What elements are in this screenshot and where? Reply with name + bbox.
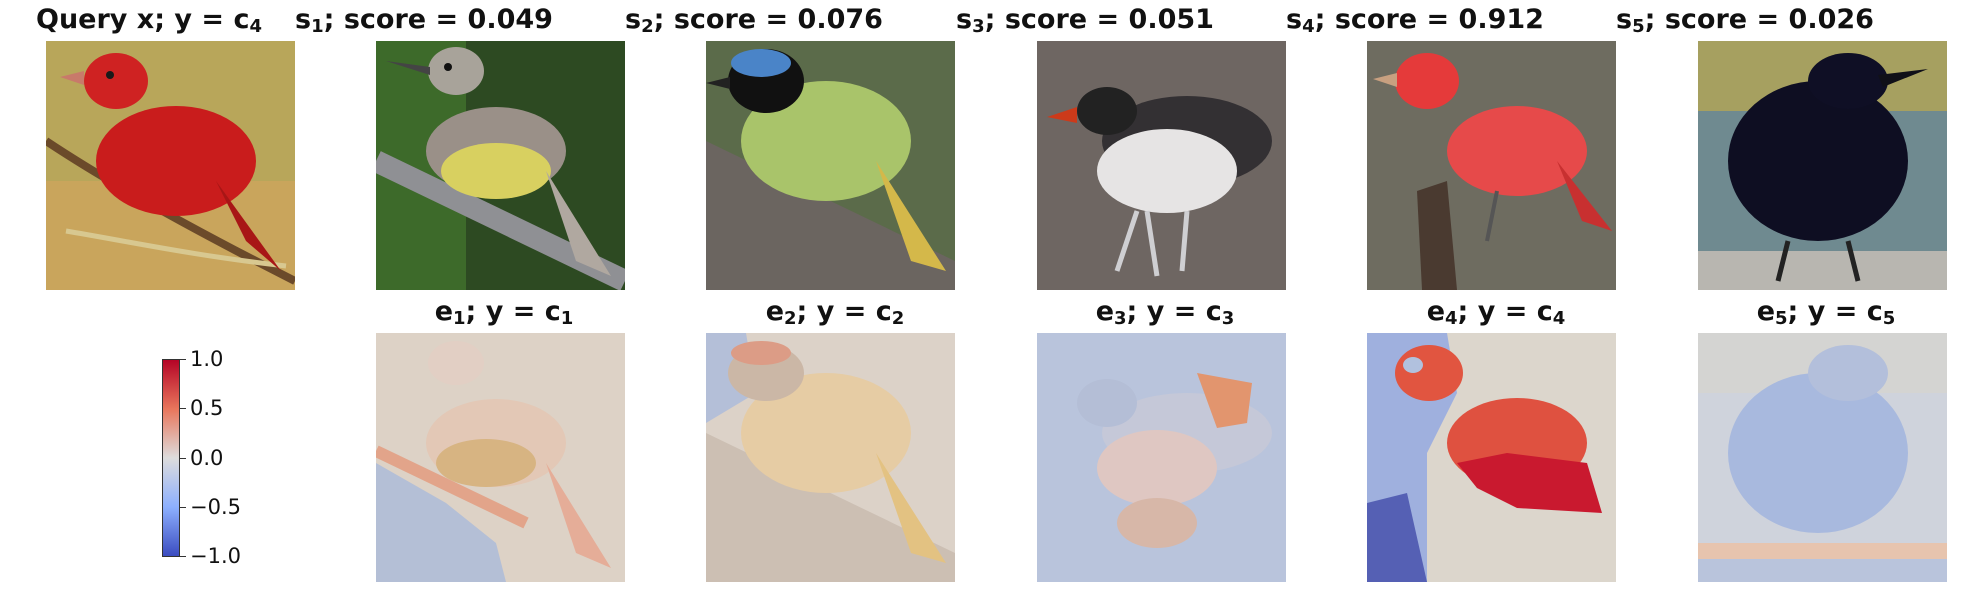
explanation-title-5: e5; y = c5 bbox=[1756, 296, 1896, 329]
colorbar-tick-label: 0.5 bbox=[190, 396, 224, 420]
sample-title-3: s3; score = 0.051 bbox=[956, 4, 1214, 37]
colorbar-tick-label: −1.0 bbox=[190, 544, 241, 568]
query-image bbox=[46, 41, 295, 290]
query-title: Query x; y = c4 bbox=[36, 4, 262, 37]
explanation-heatmap-2 bbox=[706, 333, 955, 582]
colorbar-tick-mark bbox=[180, 458, 186, 459]
colorbar-tick-label: −0.5 bbox=[190, 495, 241, 519]
sample-title-4: s4; score = 0.912 bbox=[1286, 4, 1544, 37]
sample-title-1: s1; score = 0.049 bbox=[295, 4, 553, 37]
colorbar-tick-label: 1.0 bbox=[190, 347, 224, 371]
explanation-title-2: e2; y = c2 bbox=[765, 296, 905, 329]
explanation-heatmap-4 bbox=[1367, 333, 1616, 582]
colorbar-tick-mark bbox=[180, 556, 186, 557]
explanation-title-3: e3; y = c3 bbox=[1095, 296, 1235, 329]
sample-image-3 bbox=[1037, 41, 1286, 290]
colorbar-tick-mark bbox=[180, 507, 186, 508]
sample-image-1 bbox=[376, 41, 625, 290]
colorbar-tick-mark bbox=[180, 359, 186, 360]
sample-title-2: s2; score = 0.076 bbox=[625, 4, 883, 37]
sample-image-2 bbox=[706, 41, 955, 290]
explanation-title-1: e1; y = c1 bbox=[434, 296, 574, 329]
sample-title-5: s5; score = 0.026 bbox=[1616, 4, 1874, 37]
sample-image-4 bbox=[1367, 41, 1616, 290]
colorbar-tick-label: 0.0 bbox=[190, 446, 224, 470]
colorbar-tick-mark bbox=[180, 408, 186, 409]
explanation-title-4: e4; y = c4 bbox=[1426, 296, 1566, 329]
explanation-heatmap-1 bbox=[376, 333, 625, 582]
colorbar bbox=[162, 359, 180, 557]
explanation-heatmap-5 bbox=[1698, 333, 1947, 582]
sample-image-5 bbox=[1698, 41, 1947, 290]
explanation-heatmap-3 bbox=[1037, 333, 1286, 582]
